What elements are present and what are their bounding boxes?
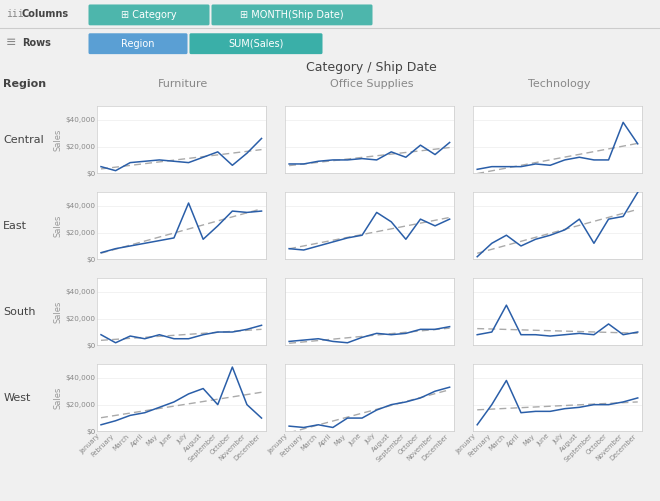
FancyBboxPatch shape <box>211 5 372 26</box>
FancyBboxPatch shape <box>189 33 323 54</box>
Text: Category / Ship Date: Category / Ship Date <box>306 61 437 74</box>
Text: Columns: Columns <box>22 9 69 19</box>
Text: ≡: ≡ <box>6 36 16 49</box>
Y-axis label: Sales: Sales <box>53 129 63 151</box>
Text: Region: Region <box>121 39 154 49</box>
Text: Central: Central <box>3 135 44 145</box>
FancyBboxPatch shape <box>88 5 209 26</box>
Text: iii: iii <box>6 9 24 19</box>
Text: Region: Region <box>3 79 46 89</box>
Text: Technology: Technology <box>528 79 591 89</box>
Y-axis label: Sales: Sales <box>53 387 63 409</box>
Y-axis label: Sales: Sales <box>53 214 63 237</box>
Text: ⊞ MONTH(Ship Date): ⊞ MONTH(Ship Date) <box>240 10 344 20</box>
Text: West: West <box>3 393 30 403</box>
Text: ⊞ Category: ⊞ Category <box>121 10 177 20</box>
Text: SUM(Sales): SUM(Sales) <box>228 39 284 49</box>
Text: Furniture: Furniture <box>158 79 209 89</box>
Text: South: South <box>3 307 36 317</box>
Text: East: East <box>3 221 27 231</box>
Y-axis label: Sales: Sales <box>53 301 63 323</box>
Text: Rows: Rows <box>22 38 51 48</box>
Text: Office Supplies: Office Supplies <box>329 79 413 89</box>
FancyBboxPatch shape <box>88 33 187 54</box>
